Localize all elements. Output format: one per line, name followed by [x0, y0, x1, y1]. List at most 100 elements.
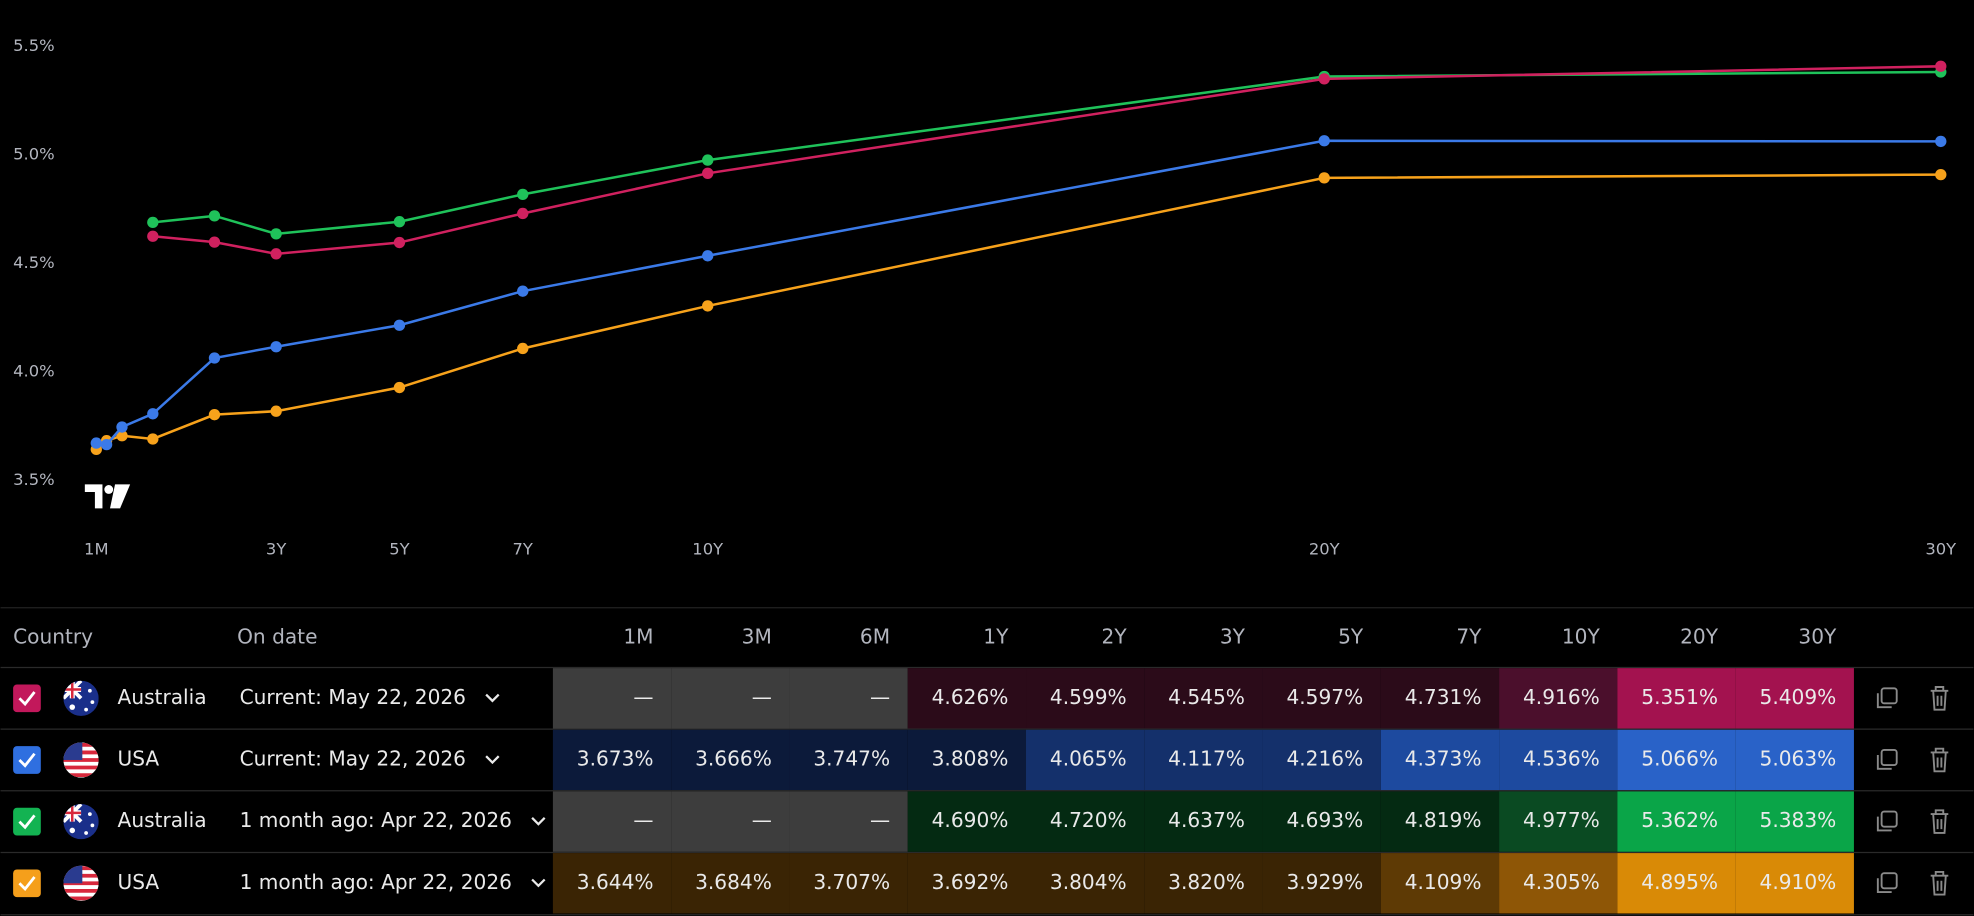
- cell-bg: [907, 729, 1027, 791]
- cell-bg: [1262, 853, 1381, 914]
- data-point: [517, 188, 529, 201]
- cell-value: —: [633, 685, 653, 709]
- column-header: 1Y: [983, 624, 1009, 648]
- data-point: [393, 216, 406, 228]
- data-point: [208, 210, 221, 222]
- delete-button[interactable]: [1930, 747, 1949, 773]
- dropdown-chevron[interactable]: [531, 878, 546, 888]
- cell-value: 3.929%: [1286, 870, 1363, 894]
- cell-value: 3.804%: [1050, 870, 1127, 894]
- data-point: [1318, 135, 1330, 147]
- data-point: [208, 409, 221, 421]
- data-point: [116, 421, 128, 433]
- cell-bg: [789, 791, 908, 852]
- y-tick-label: 5.0%: [13, 145, 55, 164]
- cell-value: 3.644%: [577, 870, 654, 894]
- cell-bg: [1144, 791, 1263, 852]
- data-point: [270, 341, 282, 353]
- cell-value: —: [752, 685, 772, 709]
- cell-value: 4.216%: [1286, 746, 1363, 770]
- dropdown-chevron[interactable]: [485, 755, 500, 765]
- checkbox[interactable]: [13, 684, 41, 713]
- delete-button[interactable]: [1930, 871, 1949, 896]
- cell-bg: [1144, 729, 1263, 791]
- checkbox[interactable]: [13, 746, 41, 774]
- data-point: [1318, 172, 1330, 184]
- data-point: [208, 236, 221, 248]
- country: Australia: [118, 808, 207, 832]
- copy-button[interactable]: [1876, 872, 1898, 894]
- cell-bg: [907, 791, 1027, 852]
- cell-bg: [1380, 729, 1500, 791]
- x-tick-label: 7Y: [513, 539, 534, 558]
- cell-value: 4.916%: [1523, 685, 1600, 709]
- cell-value: 4.545%: [1168, 685, 1245, 709]
- icon: [1880, 810, 1898, 828]
- data-point: [517, 285, 529, 297]
- data-point: [147, 433, 159, 445]
- cell-bg: [1262, 729, 1381, 791]
- checkbox[interactable]: [13, 807, 41, 836]
- cell-value: 3.747%: [813, 746, 890, 770]
- date-select[interactable]: 1 month ago: Apr 22, 2026: [240, 870, 512, 894]
- cell-value: 5.066%: [1641, 746, 1718, 770]
- cell-value: 3.673%: [577, 746, 654, 770]
- data-point: [1935, 135, 1947, 148]
- copy-button[interactable]: [1876, 687, 1898, 709]
- icon: [1876, 878, 1892, 894]
- cell-value: —: [633, 808, 653, 832]
- cell-bg: [1026, 729, 1145, 791]
- checkbox[interactable]: [13, 869, 41, 898]
- data-point: [147, 230, 159, 242]
- cell-value: 5.362%: [1641, 808, 1718, 832]
- column-header: 2Y: [1102, 624, 1128, 648]
- x-tick-label: 30Y: [1925, 539, 1957, 558]
- delete-button[interactable]: [1930, 686, 1949, 711]
- data-point: [1935, 168, 1947, 181]
- cell-bg: [789, 853, 908, 914]
- cell-bg: [1380, 853, 1500, 914]
- column-header: 7Y: [1456, 624, 1482, 648]
- y-tick-label: 3.5%: [13, 470, 55, 489]
- cell-bg: [1617, 729, 1736, 791]
- cell-bg: [552, 791, 672, 852]
- data-point: [147, 408, 159, 420]
- dropdown-chevron[interactable]: [531, 817, 546, 826]
- icon: [1930, 686, 1949, 711]
- x-tick-label: 1M: [84, 539, 108, 558]
- column-header: 3M: [742, 624, 772, 648]
- cell-value: 4.895%: [1641, 870, 1718, 894]
- cell-value: 4.109%: [1405, 870, 1482, 894]
- cell-bg: [552, 729, 672, 791]
- dropdown-chevron[interactable]: [485, 693, 500, 703]
- cell-value: 4.597%: [1286, 685, 1363, 709]
- copy-button[interactable]: [1876, 810, 1898, 832]
- cell-bg: [671, 729, 790, 791]
- cell-bg: [1144, 853, 1263, 914]
- cell-value: 3.684%: [695, 870, 772, 894]
- data-point: [90, 437, 102, 449]
- date-select[interactable]: Current: May 22, 2026: [240, 685, 466, 709]
- plot: 3.5% 4.0% 4.5% 5.0% 5.5% 1M 3Y 5Y 7Y 10Y 20Y 30Y: [13, 36, 1957, 558]
- cell-bg: [1617, 791, 1736, 852]
- cell-value: 4.305%: [1523, 870, 1600, 894]
- cell-value: 5.063%: [1760, 746, 1837, 770]
- cell-bg: [552, 668, 672, 729]
- cell-value: 5.383%: [1760, 808, 1837, 832]
- cell-value: 4.065%: [1050, 746, 1127, 770]
- cell-bg: [1617, 853, 1736, 914]
- flag: [63, 681, 98, 716]
- copy-button[interactable]: [1876, 748, 1898, 770]
- cell-value: 4.599%: [1050, 685, 1127, 709]
- cell-value: 5.351%: [1641, 685, 1718, 709]
- date-select[interactable]: Current: May 22, 2026: [240, 746, 466, 770]
- cell-value: 3.666%: [695, 746, 772, 770]
- check-mark: [18, 876, 36, 892]
- delete-button[interactable]: [1930, 809, 1949, 834]
- date-select[interactable]: 1 month ago: Apr 22, 2026: [240, 808, 512, 832]
- cell-bg: [1735, 729, 1854, 791]
- icon: [1880, 872, 1898, 890]
- cell-bg: [1735, 668, 1854, 729]
- cell-bg: [671, 791, 790, 852]
